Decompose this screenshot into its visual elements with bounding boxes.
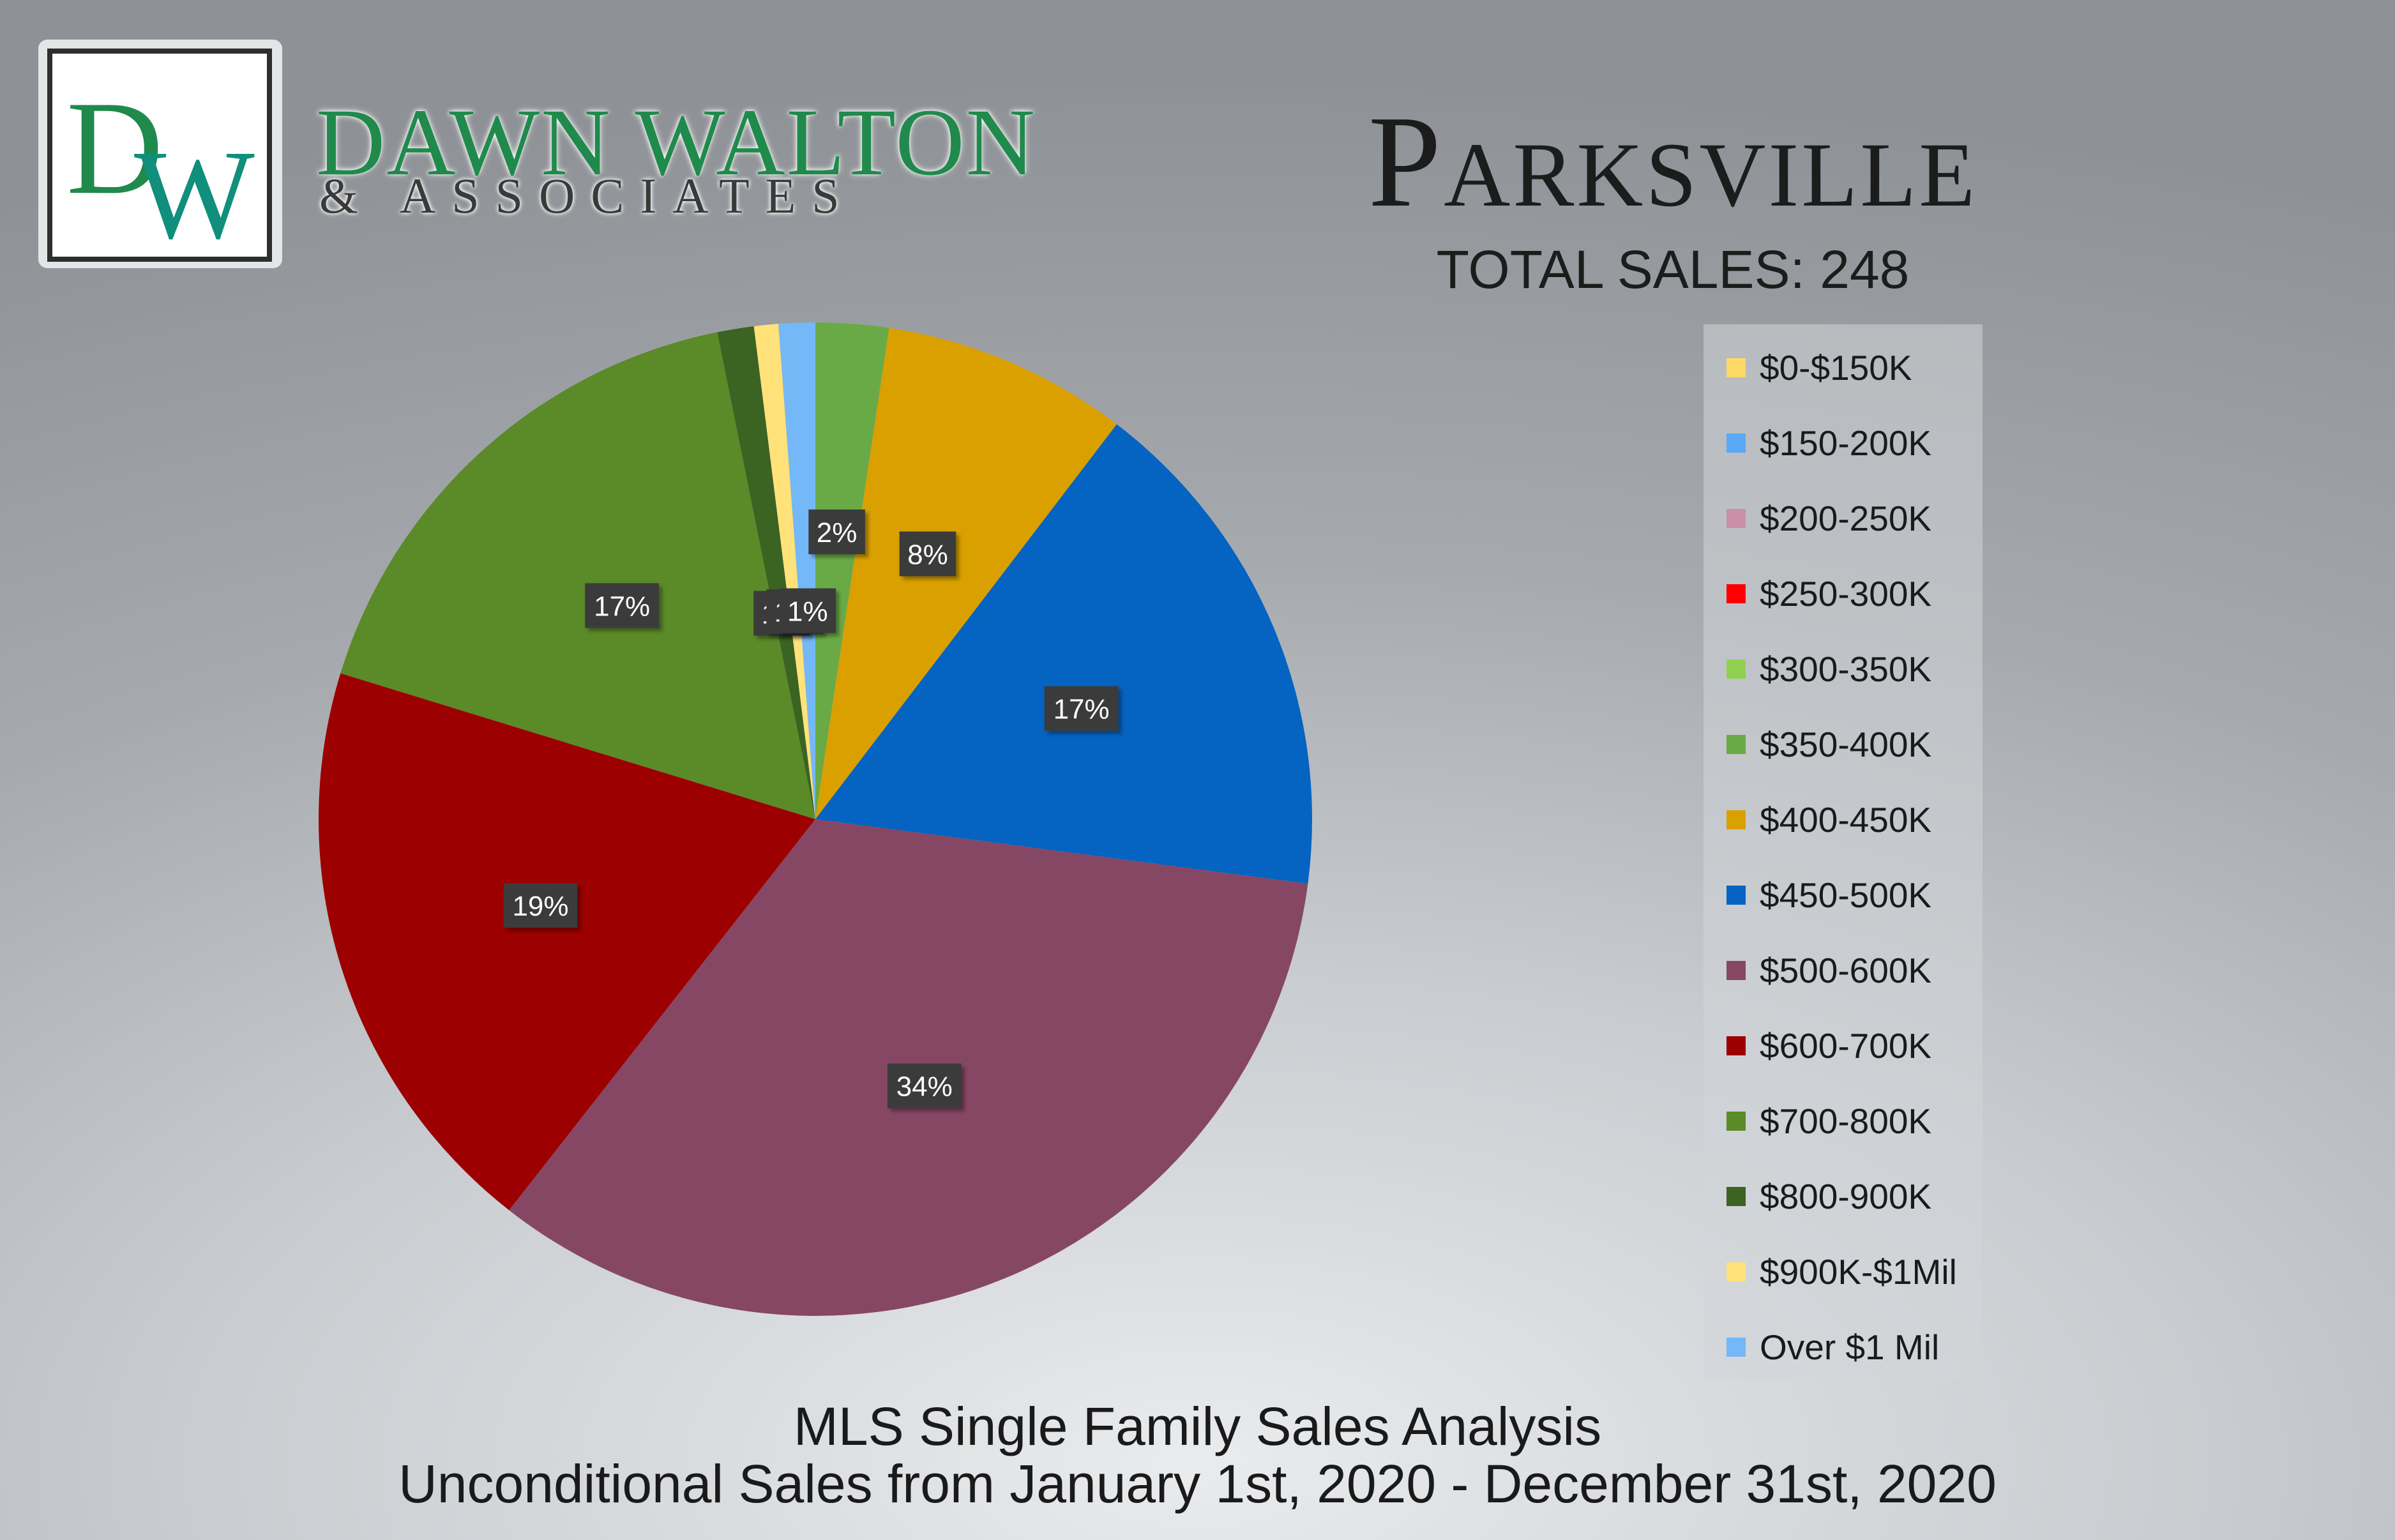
legend-swatch (1726, 509, 1746, 528)
pie-label-box (585, 583, 660, 628)
legend-swatch (1726, 660, 1746, 679)
legend-label: $300-350K (1760, 649, 1932, 689)
legend-label: $900K-$1Mil (1760, 1252, 1957, 1292)
logo-frame: D W (47, 49, 272, 262)
legend-item-200-250k: $200-250K (1726, 496, 1931, 541)
legend-item-350-400k: $350-400K (1726, 722, 1931, 767)
pie-slices (319, 322, 1312, 1316)
pie-slice-450-500k (815, 424, 1312, 884)
legend-swatch (1726, 1338, 1746, 1357)
legend-swatch (1726, 1036, 1746, 1055)
logo-monogram-d: D (66, 74, 163, 222)
pie-label-over-1-mil: 1% (779, 588, 836, 633)
pie-label-text: 17% (594, 591, 650, 622)
legend-item-600-700k: $600-700K (1726, 1023, 1931, 1068)
legend-swatch (1726, 358, 1746, 377)
brand-name: DAWN WALTON (316, 89, 1037, 195)
legend-label: $350-400K (1760, 725, 1932, 764)
pie-label-box (503, 883, 578, 928)
pie-label-text: 34% (896, 1071, 953, 1103)
pie-label-box (779, 588, 836, 633)
legend-swatch (1726, 1262, 1746, 1281)
chart-title: Parksville (1368, 88, 1978, 234)
legend-label: $600-700K (1760, 1026, 1932, 1066)
legend-item-500-600k: $500-600K (1726, 948, 1931, 993)
pie-slice-350-400k (815, 322, 889, 819)
pie-label-450-500k: 17% (1044, 686, 1119, 731)
logo-badge: D W (38, 40, 282, 268)
legend-swatch (1726, 810, 1746, 829)
legend-swatch (1726, 1187, 1746, 1206)
pie-label-box (899, 531, 956, 577)
pie-label-text: 19% (512, 891, 568, 922)
pie-label-400-450k: 8% (899, 531, 956, 577)
pie-label-text: 17% (1054, 694, 1110, 725)
pie-label-text: 2% (817, 517, 858, 548)
pie-slice-900k-1mil (753, 324, 815, 819)
legend-label: $450-500K (1760, 875, 1932, 915)
pie-label-box (808, 510, 865, 555)
pie-label-box (1044, 686, 1119, 731)
legend-item-300-350k: $300-350K (1726, 647, 1931, 691)
pie-slice-700-800k (340, 332, 815, 819)
legend-label: $400-450K (1760, 800, 1932, 840)
legend-swatch (1726, 735, 1746, 754)
legend-label: $500-600K (1760, 951, 1932, 990)
chart-legend: $0-$150K $150-200K $200-250K $250-300K $300-… (1704, 324, 1983, 1379)
legend-item-0-150k: $0-$150K (1726, 345, 1912, 390)
legend-item-400-450k: $400-450K (1726, 797, 1931, 842)
legend-item-250-300k: $250-300K (1726, 571, 1931, 616)
legend-item-150-200k: $150-200K (1726, 421, 1931, 465)
legend-swatch (1726, 886, 1746, 905)
pie-slice-800-900k (717, 326, 815, 819)
chart-date-range: Unconditional Sales from January 1st, 20… (398, 1454, 1997, 1514)
legend-label: $0-$150K (1760, 348, 1912, 388)
pie-data-labels: 2%8%17%34%19%17%1%1%1% (503, 510, 1119, 1108)
pie-slice-400-450k (815, 328, 1117, 819)
brand-subtitle: & ASSOCIATES (319, 168, 856, 223)
legend-label: $700-800K (1760, 1101, 1932, 1141)
legend-item-800-900k: $800-900K (1726, 1174, 1931, 1219)
legend-label: $200-250K (1760, 499, 1932, 538)
logo-monogram-w: W (134, 125, 255, 257)
legend-item-700-800k: $700-800K (1726, 1099, 1931, 1144)
pie-slice-over-1-mil (778, 322, 815, 819)
chart-subtitle: MLS Single Family Sales Analysis (793, 1396, 1602, 1456)
legend-swatch (1726, 434, 1746, 453)
legend-label: $150-200K (1760, 423, 1932, 463)
legend-swatch (1726, 1112, 1746, 1131)
pie-slice-600-700k (319, 673, 815, 1211)
pie-label-350-400k: 2% (808, 510, 865, 555)
legend-item-over-1-mil: Over $1 Mil (1726, 1325, 1939, 1370)
pie-label-text: 8% (907, 539, 948, 570)
legend-swatch (1726, 584, 1746, 603)
legend-label: $800-900K (1760, 1177, 1932, 1216)
pie-label-500-600k: 34% (887, 1063, 962, 1108)
legend-label: $250-300K (1760, 574, 1932, 614)
pie-label-700-800k: 17% (585, 583, 660, 628)
pie-label-box (887, 1063, 962, 1108)
pie-label-600-700k: 19% (503, 883, 578, 928)
logo-monogram: D W (66, 74, 255, 257)
total-sales: TOTAL SALES: 248 (1436, 239, 1910, 299)
legend-item-450-500k: $450-500K (1726, 873, 1931, 917)
legend-item-900k-1mil: $900K-$1Mil (1726, 1249, 1957, 1294)
legend-label: Over $1 Mil (1760, 1327, 1940, 1367)
pie-label-text: 1% (787, 596, 828, 627)
legend-swatch (1726, 961, 1746, 980)
